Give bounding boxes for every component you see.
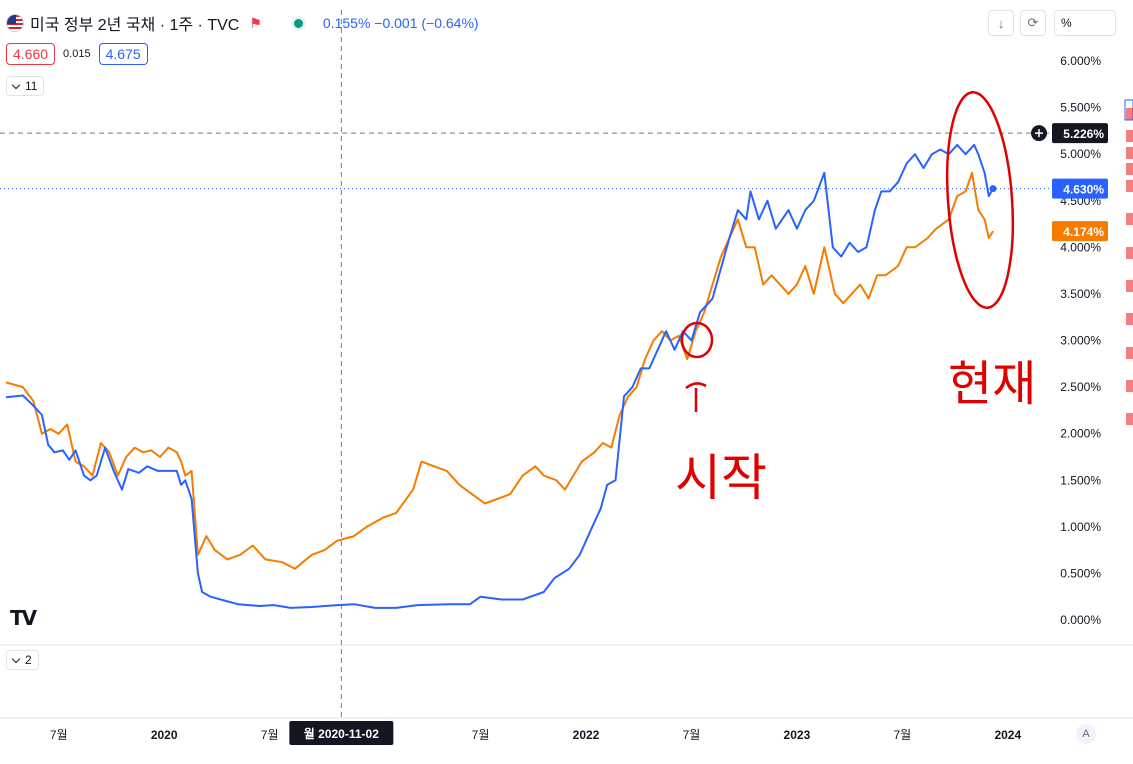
y-tick-label: 6.000% [1060,54,1101,68]
volume-mark [1126,163,1133,175]
volume-mark [1126,147,1133,159]
x-tick-label: 2024 [994,728,1021,742]
ask-price[interactable]: 4.675 [98,43,148,65]
last-point-marker [989,185,997,193]
volume-mark [1126,280,1133,292]
volume-mark [1126,413,1133,425]
last-value-label: 4.174% [1063,225,1104,239]
volume-mark [1126,180,1133,192]
y-tick-label: 0.500% [1060,566,1101,580]
y-tick-label: 1.000% [1060,520,1101,534]
chart-grid [0,644,1133,719]
y-tick-label: 0.000% [1060,613,1101,627]
last-value-label: 4.630% [1063,183,1104,197]
x-tick-label: 7월 [683,728,701,742]
price-axis[interactable]: 6.000%5.500%5.000%4.500%4.000%3.500%3.00… [1031,54,1133,627]
indicators-count: 11 [25,79,38,93]
chevron-down-icon [11,654,21,663]
series-line-blue [5,143,994,609]
volume-mark [1126,213,1133,225]
x-tick-label: 7월 [894,728,912,742]
volume-mark [1126,313,1133,325]
market-status-icon[interactable] [293,18,303,28]
crosshair-date-label: 월 2020-11-02 [304,726,379,741]
last-value-box [1052,221,1108,242]
flag-icon[interactable]: ⚑ [249,14,262,31]
auto-scale-button[interactable]: A [1076,724,1096,744]
plus-icon [1035,129,1043,138]
crosshair-value-label: 5.226% [1063,127,1104,141]
time-axis[interactable]: 7월 2020 7월 7월 2022 7월 2023 7월 2024 월 2020-11-02 [50,721,1022,745]
volume-mark [1126,247,1133,259]
crosshair-date-box [289,721,394,745]
x-tick-label: 2023 [784,728,811,742]
y-tick-label: 5.000% [1060,147,1101,161]
y-tick-label: 3.500% [1060,287,1101,301]
scale-mode-button[interactable]: % [1054,10,1116,36]
series-line-orange [5,171,994,570]
x-tick-label: 2020 [151,728,178,742]
indicators-collapse-button[interactable]: 11 [6,76,45,96]
us-flag-icon [6,14,24,32]
y-tick-label: 2.500% [1060,380,1101,394]
x-tick-label: 7월 [50,728,68,742]
y-tick-label: 4.000% [1060,240,1101,254]
tradingview-logo[interactable]: TV [10,606,37,630]
maximize-icon[interactable]: ⟳ [1020,10,1046,36]
chevron-down-icon [11,80,21,89]
symbol-legend: 미국 정부 2년 국채 · 1주 · TVC ⚑ 0.155% −0.001 (… [6,8,479,38]
y-tick-label: 3.000% [1060,334,1101,348]
current-circle [945,90,1015,310]
bid-ask-box: 4.660 0.015 4.675 [6,43,148,65]
handwritten-annotations: 시작 현재 [675,90,1036,506]
current-label: 현재 [948,358,1036,411]
move-down-icon[interactable]: ↓ [988,10,1014,36]
last-value-box [1052,178,1108,199]
axis-highlight [1124,99,1133,121]
volume-mark [1126,108,1133,120]
start-label: 시작 [675,450,767,506]
pane-count: 2 [25,653,32,667]
x-tick-label: 7월 [261,728,279,742]
start-arrow [685,382,707,412]
y-tick-label: 5.500% [1060,101,1101,115]
x-tick-label: 7월 [472,728,490,742]
crosshair [0,10,1052,718]
volume-mark [1126,347,1133,359]
change-values: 0.155% −0.001 (−0.64%) [322,15,479,31]
spread-value: 0.015 [63,48,91,60]
crosshair-value-box [1052,123,1108,144]
series-layer [5,143,997,609]
y-tick-label: 1.500% [1060,473,1101,487]
start-circle [680,321,714,359]
bid-price[interactable]: 4.660 [6,43,56,65]
pane-toolbar: ↓ ⟳ [988,10,1046,36]
volume-mark [1126,130,1133,142]
volume-mark [1126,380,1133,392]
x-tick-label: 2022 [573,728,600,742]
y-tick-label: 2.000% [1060,427,1101,441]
symbol-title[interactable]: 미국 정부 2년 국채 · 1주 · TVC [30,17,240,34]
pane-collapse-button[interactable]: 2 [6,650,39,670]
